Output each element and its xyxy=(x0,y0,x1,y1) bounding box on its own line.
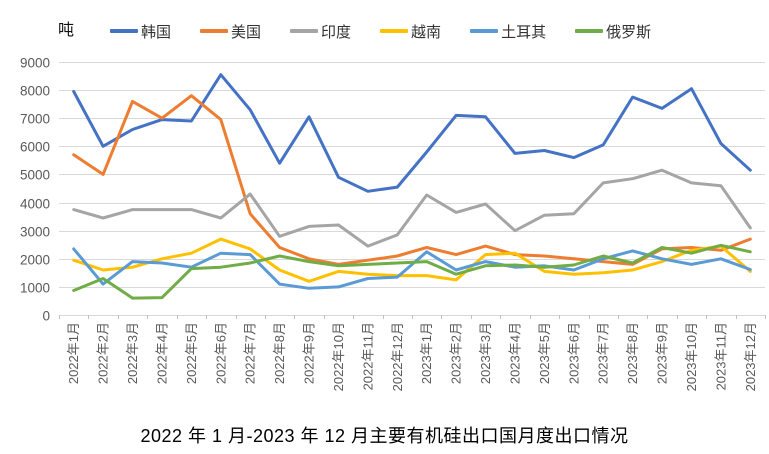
x-axis-label: 2023年11月 xyxy=(713,322,728,390)
legend-item-vietnam[interactable]: 越南 xyxy=(380,21,441,42)
series-line-vietnam[interactable] xyxy=(72,237,752,283)
y-axis-label: 9000 xyxy=(20,56,50,71)
legend-marker-turkey xyxy=(470,29,499,33)
x-axis-label: 2022年5月 xyxy=(184,322,199,384)
x-axis-label: 2022年3月 xyxy=(125,322,140,384)
x-axis-label: 2023年8月 xyxy=(625,322,640,384)
x-axis-label: 2022年11月 xyxy=(360,322,375,390)
y-axis-label: 7000 xyxy=(20,112,50,127)
x-axis-label: 2022年10月 xyxy=(331,322,346,391)
x-axis-label: 2022年12月 xyxy=(390,322,405,391)
y-axis-label: 4000 xyxy=(20,197,50,212)
legend-item-russia[interactable]: 俄罗斯 xyxy=(575,21,651,42)
chart-title: 2022 年 1 月-2023 年 12 月主要有机硅出口国月度出口情况 xyxy=(140,426,629,446)
x-axis-label: 2022年6月 xyxy=(213,322,228,384)
x-axis-label: 2022年7月 xyxy=(243,322,258,384)
legend-marker-vietnam xyxy=(380,29,409,33)
x-axis-label: 2022年2月 xyxy=(96,322,111,384)
x-axis-label: 2022年9月 xyxy=(302,322,317,384)
legend-label-vietnam: 越南 xyxy=(411,23,442,41)
x-axis-label: 2022年4月 xyxy=(154,322,169,384)
x-axis-label: 2023年10月 xyxy=(684,322,699,391)
y-axis-label: 0 xyxy=(42,309,50,324)
legend-marker-korea xyxy=(110,29,138,33)
series-line-turkey[interactable] xyxy=(72,247,752,290)
x-axis-label: 2023年4月 xyxy=(507,322,522,384)
legend-marker-india xyxy=(290,29,319,33)
x-axis-label: 2023年6月 xyxy=(566,322,581,384)
x-axis-label: 2023年7月 xyxy=(596,322,611,384)
legend-label-korea: 韩国 xyxy=(141,23,172,41)
series-line-korea[interactable] xyxy=(72,73,752,193)
x-axis-label: 2023年12月 xyxy=(743,322,758,391)
legend-label-india: 印度 xyxy=(321,23,352,41)
y-axis-label: 5000 xyxy=(20,168,50,183)
y-axis-label: 3000 xyxy=(20,225,50,240)
legend-item-turkey[interactable]: 土耳其 xyxy=(470,21,546,42)
x-axis-label: 2022年1月 xyxy=(66,322,81,384)
x-axis-label: 2023年5月 xyxy=(537,322,552,384)
legend-label-russia: 俄罗斯 xyxy=(606,23,652,41)
y-axis-unit-label: 吨 xyxy=(58,22,75,39)
x-axis-label: 2023年9月 xyxy=(655,322,670,384)
legend-label-usa: 美国 xyxy=(231,23,262,41)
y-axis-label: 6000 xyxy=(20,140,50,155)
x-axis-label: 2023年3月 xyxy=(478,322,493,384)
legend-marker-russia xyxy=(575,29,604,33)
legend-label-turkey: 土耳其 xyxy=(501,23,547,41)
y-axis-label: 2000 xyxy=(20,253,50,268)
legend-marker-usa xyxy=(200,29,229,33)
legend-item-korea[interactable]: 韩国 xyxy=(110,21,171,42)
chart-legend: 韩国 美国 印度 越南 土耳其 俄罗斯 xyxy=(110,20,651,42)
x-axis-label: 2023年1月 xyxy=(419,322,434,384)
series-line-india[interactable] xyxy=(72,168,752,248)
series-line-russia[interactable] xyxy=(72,243,752,300)
x-axis-label: 2022年8月 xyxy=(272,322,287,384)
legend-item-usa[interactable]: 美国 xyxy=(200,21,261,42)
y-axis-label: 1000 xyxy=(20,281,50,296)
x-axis-label: 2023年2月 xyxy=(449,322,464,384)
y-axis-label: 8000 xyxy=(20,84,50,99)
legend-item-india[interactable]: 印度 xyxy=(290,21,351,42)
